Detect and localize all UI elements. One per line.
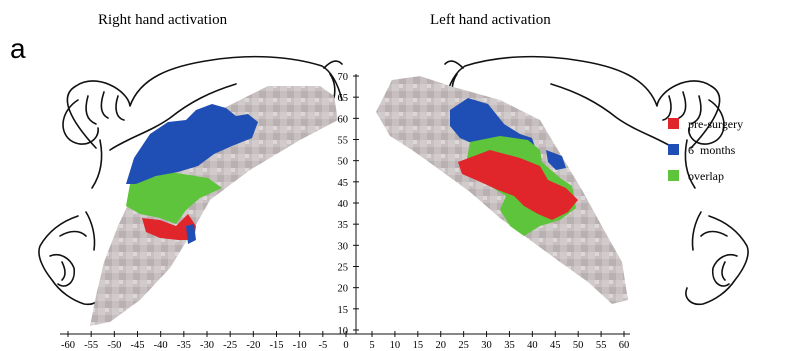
x-tick-label: -45 (131, 340, 145, 351)
y-tick-label: 70 (338, 72, 349, 83)
x-tick-label: -50 (107, 340, 121, 351)
legend-swatch-pre-surgery (668, 118, 679, 129)
pre-surgery-region (458, 150, 578, 220)
x-tick-label: 15 (413, 340, 424, 351)
x-tick-label: -10 (293, 340, 307, 351)
x-tick-label: -5 (318, 340, 327, 351)
x-tick-label: -20 (246, 340, 260, 351)
legend: pre-surgery 6 months overlap (668, 117, 743, 183)
right-hand-cortex-map (90, 86, 338, 326)
homunculus-face-icon (38, 211, 102, 306)
x-tick-label: 0 (343, 340, 348, 351)
y-tick-label: 25 (338, 263, 349, 274)
x-tick-label: -30 (200, 340, 214, 351)
x-tick-label: 10 (390, 340, 401, 351)
x-tick-label: 45 (550, 340, 561, 351)
six-month-region (186, 224, 196, 244)
y-tick-label: 20 (338, 284, 349, 295)
axes (60, 74, 630, 335)
legend-swatch-overlap (668, 170, 679, 181)
x-tick-label: 20 (435, 340, 446, 351)
x-tick-label: 50 (573, 340, 584, 351)
x-tick-label: -40 (154, 340, 168, 351)
y-tick-label: 35 (338, 220, 349, 231)
x-tick-label: 35 (504, 340, 515, 351)
left-hand-cortex-map (376, 76, 628, 304)
x-tick-label: -60 (61, 340, 75, 351)
cortex-strip (90, 86, 338, 326)
x-tick-label: -15 (270, 340, 284, 351)
x-tick-label: 40 (527, 340, 538, 351)
x-tick-label: -35 (177, 340, 191, 351)
y-tick-label: 55 (338, 136, 349, 147)
overlap-region (126, 172, 222, 224)
pre-surgery-region (142, 214, 196, 240)
homunculus-body-icon (444, 55, 725, 189)
y-tick-label: 15 (338, 305, 349, 316)
y-tick-label: 10 (338, 326, 349, 337)
legend-label-pre-surgery: pre-surgery (688, 117, 743, 131)
x-axis-ticks: -60 -55 -50 -45 -40 -35 -30 -25 -20 -15 -10 -5 0 5 10 1… (61, 331, 629, 351)
y-tick-label: 45 (338, 178, 349, 189)
y-tick-label: 60 (338, 114, 349, 125)
x-tick-label: -55 (84, 340, 98, 351)
legend-swatch-six-months (668, 144, 679, 155)
x-tick-label: 5 (369, 340, 374, 351)
legend-label-six-months: 6 months (688, 143, 736, 157)
x-tick-label: 30 (481, 340, 492, 351)
homunculus-face-icon (685, 211, 749, 306)
six-month-region (546, 150, 566, 170)
y-axis-ticks: 70 65 60 55 50 45 40 35 30 25 20 15 10 (338, 72, 359, 337)
y-tick-label: 30 (338, 241, 349, 252)
y-tick-label: 65 (338, 93, 349, 104)
y-tick-label: 40 (338, 199, 349, 210)
x-tick-label: 55 (596, 340, 607, 351)
panel-label: a (10, 33, 26, 64)
y-tick-label: 50 (338, 157, 349, 168)
x-tick-label: -25 (223, 340, 237, 351)
legend-label-overlap: overlap (688, 169, 724, 183)
right-hand-title: Right hand activation (98, 12, 228, 28)
six-month-region (126, 104, 258, 184)
x-tick-label: 25 (458, 340, 469, 351)
x-tick-label: 60 (619, 340, 630, 351)
left-hand-title: Left hand activation (430, 12, 551, 28)
homunculus-body-icon (62, 55, 343, 189)
